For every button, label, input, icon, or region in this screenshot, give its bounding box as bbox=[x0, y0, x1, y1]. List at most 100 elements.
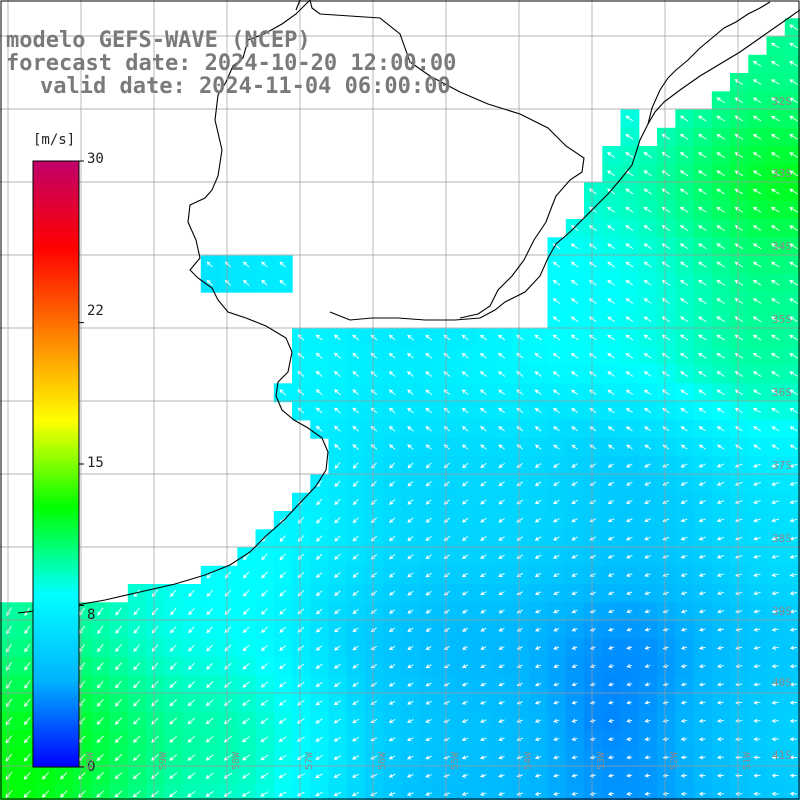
wind-arrow bbox=[698, 225, 707, 231]
wind-arrow bbox=[625, 115, 634, 122]
wind-arrow bbox=[498, 627, 505, 632]
field-cell bbox=[365, 638, 384, 658]
wind-arrow bbox=[608, 718, 614, 723]
field-cell bbox=[784, 18, 800, 38]
wind-arrow bbox=[571, 791, 578, 796]
wind-arrow bbox=[351, 737, 360, 742]
field-cell bbox=[127, 766, 147, 786]
wind-arrow bbox=[516, 462, 524, 468]
wind-arrow bbox=[626, 700, 633, 705]
wind-arrow bbox=[789, 261, 798, 268]
wind-arrow bbox=[406, 792, 414, 796]
field-cell bbox=[438, 456, 457, 476]
field-cell bbox=[675, 711, 695, 731]
field-cell bbox=[511, 456, 530, 476]
field-cell bbox=[474, 492, 494, 512]
wind-arrow bbox=[680, 407, 688, 414]
wind-arrow bbox=[388, 737, 396, 742]
wind-arrow bbox=[334, 407, 341, 414]
wind-arrow bbox=[698, 645, 706, 650]
wind-arrow bbox=[132, 772, 141, 780]
field-cell bbox=[146, 748, 165, 768]
field-cell bbox=[200, 693, 220, 713]
wind-arrow bbox=[498, 591, 505, 596]
field-cell bbox=[146, 638, 165, 658]
field-cell bbox=[328, 584, 348, 603]
field-cell bbox=[255, 748, 275, 768]
field-cell bbox=[346, 584, 366, 603]
wind-arrow bbox=[608, 663, 614, 668]
wind-arrow bbox=[480, 609, 487, 614]
colorbar-tick-0: 0 bbox=[87, 759, 96, 775]
field-cell bbox=[54, 766, 74, 786]
wind-arrow bbox=[315, 681, 323, 688]
field-cell bbox=[547, 638, 567, 658]
wind-arrow bbox=[479, 755, 487, 760]
wind-arrow bbox=[589, 481, 597, 486]
wind-arrow bbox=[334, 480, 341, 487]
field-cell bbox=[602, 565, 622, 585]
field-cell bbox=[438, 565, 457, 585]
wind-arrow bbox=[789, 334, 798, 341]
field-cell bbox=[182, 711, 202, 731]
field-cell bbox=[200, 584, 220, 603]
field-cell bbox=[401, 492, 421, 512]
wind-arrow bbox=[716, 243, 725, 250]
wind-arrow bbox=[571, 481, 578, 486]
wind-arrow bbox=[662, 444, 670, 450]
wind-arrow bbox=[297, 663, 305, 670]
wind-arrow bbox=[133, 607, 140, 616]
field-cell bbox=[492, 529, 512, 549]
wind-arrow bbox=[589, 499, 597, 504]
wind-arrow bbox=[370, 627, 377, 633]
wind-arrow bbox=[553, 791, 560, 796]
wind-arrow bbox=[626, 444, 633, 450]
field-cell bbox=[474, 529, 494, 549]
wind-arrow bbox=[771, 115, 780, 122]
colorbar-tick-8: 8 bbox=[87, 607, 96, 623]
wind-arrow bbox=[516, 389, 524, 396]
field-cell bbox=[365, 602, 384, 622]
field-cell bbox=[146, 602, 165, 622]
field-cell bbox=[365, 492, 384, 512]
field-cell bbox=[602, 456, 622, 476]
wind-arrow bbox=[406, 755, 414, 760]
wind-arrow bbox=[352, 370, 360, 377]
wind-arrow bbox=[297, 370, 305, 378]
field-cell bbox=[328, 748, 348, 768]
wind-arrow bbox=[461, 517, 469, 523]
wind-arrow bbox=[608, 609, 615, 614]
field-cell bbox=[255, 675, 275, 695]
field-cell bbox=[784, 54, 800, 74]
coastline bbox=[17, 0, 329, 614]
field-cell bbox=[529, 492, 549, 512]
field-cell bbox=[346, 711, 366, 731]
wind-arrow bbox=[461, 389, 469, 396]
wind-arrow bbox=[23, 790, 31, 798]
field-cell bbox=[456, 511, 476, 530]
field-cell bbox=[419, 748, 439, 768]
wind-arrow bbox=[169, 699, 177, 707]
wind-arrow bbox=[479, 389, 487, 396]
wind-arrow bbox=[644, 518, 651, 523]
field-cell bbox=[784, 255, 800, 275]
wind-arrow bbox=[96, 698, 104, 707]
wind-arrow bbox=[534, 444, 542, 450]
wind-arrow bbox=[734, 207, 744, 213]
field-cell bbox=[602, 529, 622, 549]
field-cell bbox=[146, 620, 165, 640]
wind-arrow bbox=[643, 352, 652, 359]
wind-arrow bbox=[570, 352, 579, 359]
wind-arrow bbox=[352, 718, 360, 724]
wind-arrow bbox=[625, 206, 634, 213]
wind-arrow bbox=[680, 334, 689, 341]
wind-arrow bbox=[789, 188, 798, 195]
field-cell bbox=[383, 711, 403, 731]
wind-arrow bbox=[388, 371, 396, 377]
wind-arrow bbox=[480, 499, 487, 505]
wind-arrow bbox=[625, 316, 634, 323]
field-cell bbox=[237, 675, 257, 695]
wind-arrow bbox=[771, 334, 780, 341]
wind-arrow bbox=[552, 407, 560, 414]
wind-arrow bbox=[315, 700, 323, 706]
